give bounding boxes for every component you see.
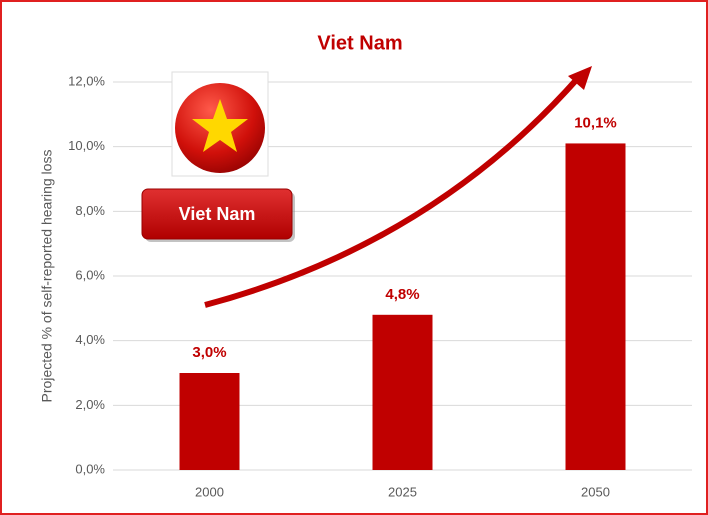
chart-title: Viet Nam <box>317 32 402 54</box>
flag <box>171 71 269 177</box>
y-tick-label: 6,0% <box>75 267 105 282</box>
bar <box>565 143 626 470</box>
x-tick-label: 2025 <box>388 484 417 499</box>
y-tick-label: 10,0% <box>68 138 105 153</box>
x-tick-label: 2000 <box>195 484 224 499</box>
badge-text: Viet Nam <box>179 204 256 224</box>
y-tick-label: 2,0% <box>75 397 105 412</box>
bar <box>179 373 240 470</box>
y-axis-label: Projected % of self-reported hearing los… <box>39 150 55 403</box>
badge: Viet Nam <box>141 188 295 242</box>
value-label: 3,0% <box>192 344 226 361</box>
bar <box>372 314 433 470</box>
y-tick-label: 0,0% <box>75 461 105 476</box>
trend-arrow <box>204 66 592 308</box>
x-tick-label: 2050 <box>581 484 610 499</box>
y-tick-label: 4,0% <box>75 332 105 347</box>
y-tick-label: 8,0% <box>75 203 105 218</box>
y-tick-label: 12,0% <box>68 73 105 88</box>
value-label: 10,1% <box>574 114 617 131</box>
value-label: 4,8% <box>385 286 419 303</box>
